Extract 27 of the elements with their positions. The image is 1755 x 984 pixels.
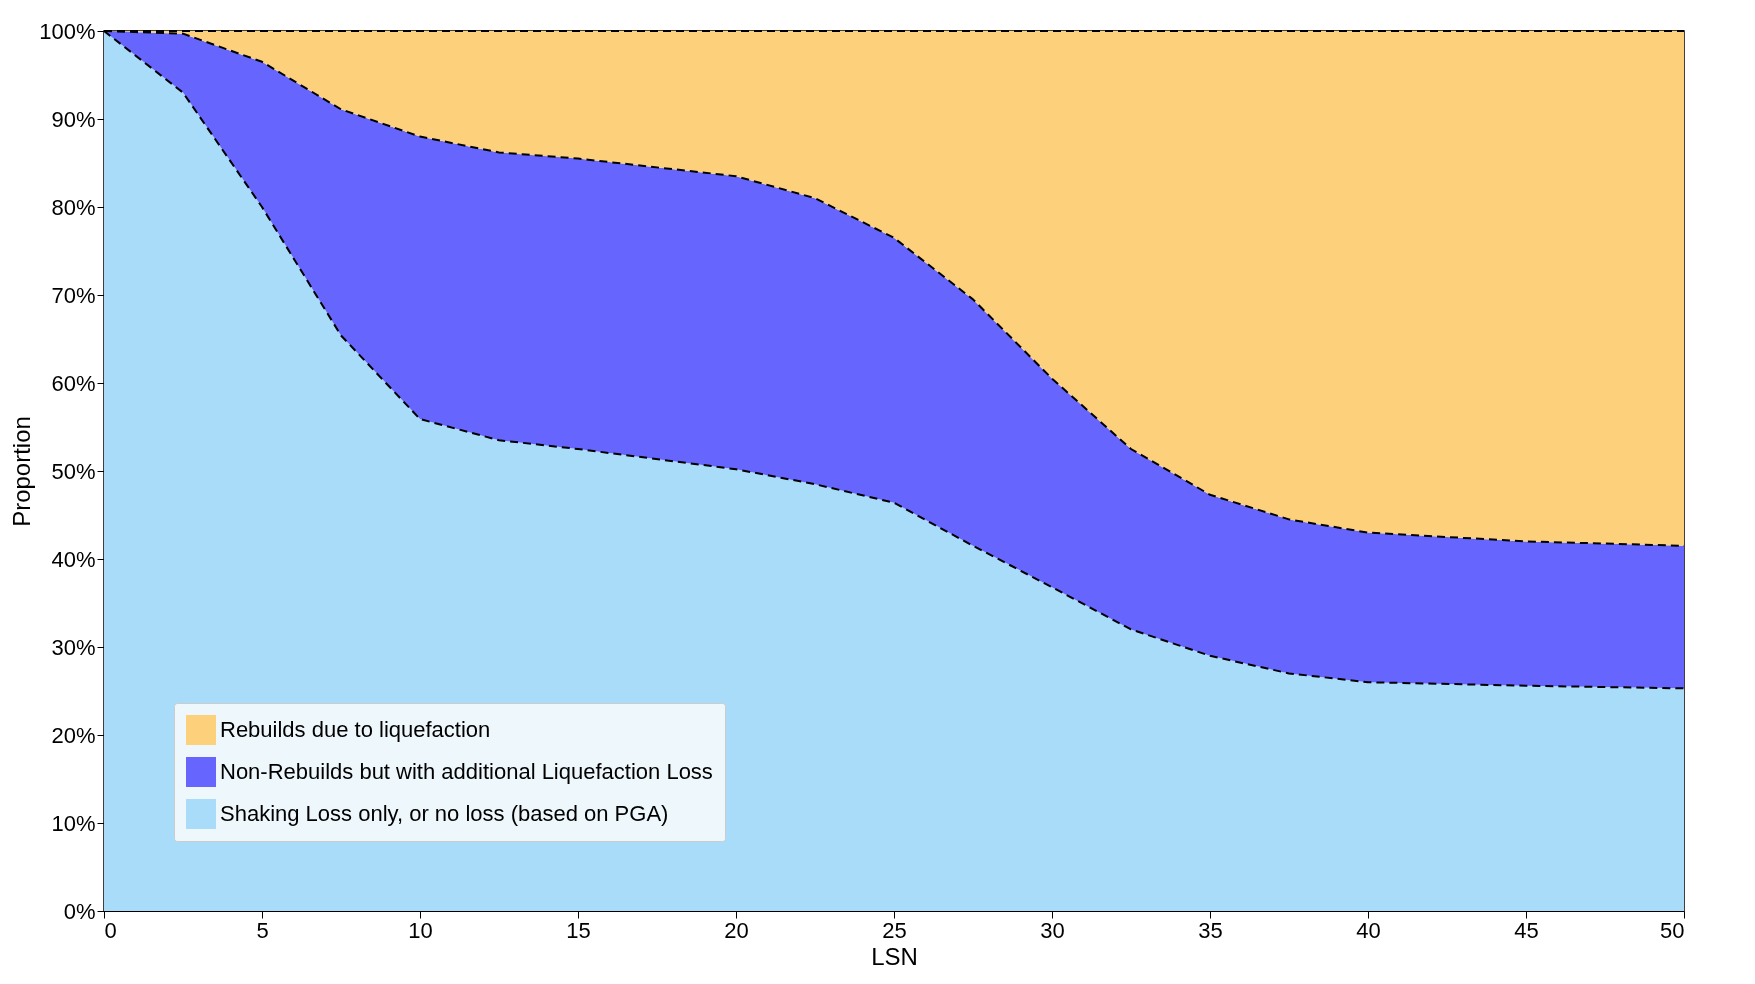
- x-tick-label: 15: [566, 917, 591, 943]
- legend-label: Rebuilds due to liquefaction: [220, 717, 491, 742]
- y-tick-label: 10%: [51, 810, 96, 836]
- x-tick-label: 0: [104, 917, 117, 943]
- x-tick-label: 25: [882, 917, 907, 943]
- x-tick-label: 35: [1198, 917, 1223, 943]
- x-tick-label: 40: [1356, 917, 1381, 943]
- y-tick-label: 90%: [51, 106, 96, 132]
- y-tick-label: 80%: [51, 194, 96, 220]
- y-tick-label: 100%: [39, 18, 96, 44]
- x-tick-label: 5: [256, 917, 269, 943]
- y-axis-title: Proportion: [8, 416, 36, 527]
- legend-label: Non-Rebuilds but with additional Liquefaction Loss: [220, 759, 713, 784]
- x-tick-label: 45: [1514, 917, 1539, 943]
- y-tick-label: 40%: [51, 546, 96, 572]
- x-tick-label: 50: [1660, 917, 1685, 943]
- x-axis-title: LSN: [871, 942, 918, 970]
- y-tick-label: 60%: [51, 370, 96, 396]
- y-tick-label: 50%: [51, 458, 96, 484]
- x-tick-label: 20: [724, 917, 749, 943]
- y-tick-label: 70%: [51, 282, 96, 308]
- y-tick-label: 30%: [51, 634, 96, 660]
- x-tick-label: 30: [1040, 917, 1065, 943]
- y-tick-label: 0%: [63, 898, 96, 924]
- x-tick-label: 10: [408, 917, 433, 943]
- legend-label: Shaking Loss only, or no loss (based on PGA): [220, 801, 669, 826]
- y-tick-label: 20%: [51, 722, 96, 748]
